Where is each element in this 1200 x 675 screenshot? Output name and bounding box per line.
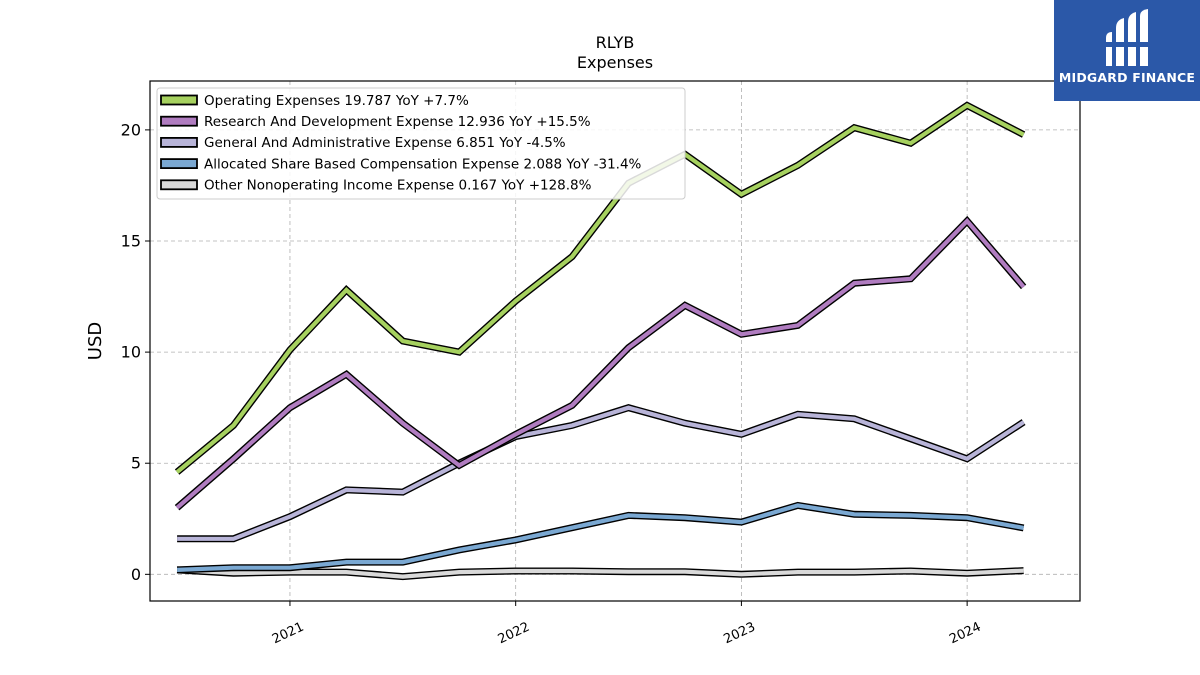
series-allocated-share-based-compensation-expense	[176, 501, 1025, 574]
series-line	[175, 102, 1025, 474]
y-tick-label: 20	[121, 120, 141, 139]
series-research-and-development-expense	[174, 215, 1027, 511]
legend-swatch	[160, 115, 198, 127]
legend-label: Allocated Share Based Compensation Expen…	[204, 156, 642, 172]
legend-swatch	[160, 136, 198, 148]
series-general-and-administrative-expense	[177, 404, 1026, 543]
x-tick-label: 2022	[496, 620, 532, 648]
legend-label: Other Nonoperating Income Expense 0.167 …	[204, 178, 592, 194]
series-line	[176, 567, 1024, 579]
legend: Operating Expenses 19.787 YoY +7.7% Resea…	[156, 87, 686, 200]
legend-box	[156, 87, 686, 200]
x-tick-label: 2024	[947, 620, 983, 648]
y-tick-label: 15	[121, 232, 141, 251]
y-tick-label: 5	[131, 454, 141, 473]
y-axis-label: USD	[85, 322, 106, 360]
series-outline	[174, 215, 1027, 511]
chart-subtitle: Expenses	[577, 53, 653, 72]
series-line	[177, 405, 1025, 541]
legend-swatch	[160, 94, 198, 106]
legend-label: Research And Development Expense 12.936 …	[204, 114, 591, 130]
series-line	[177, 503, 1024, 572]
x-tick-label: 2021	[270, 620, 306, 648]
series-line	[175, 217, 1026, 510]
brand-name: MIDGARD FINANCE	[1058, 70, 1196, 85]
legend-label: Operating Expenses 19.787 YoY +7.7%	[204, 93, 469, 109]
series-operating-expenses	[174, 101, 1026, 475]
legend-swatch	[160, 158, 198, 170]
plot-frame	[149, 80, 1081, 602]
series-lines	[174, 101, 1027, 581]
midgard-logo-icon	[1104, 9, 1150, 66]
y-tick-label: 10	[121, 343, 141, 362]
legend-swatch	[160, 179, 198, 191]
chart-title: RLYB	[596, 33, 635, 52]
series-other-nonoperating-income-expense	[176, 566, 1024, 581]
legend-label: General And Administrative Expense 6.851…	[204, 135, 566, 151]
y-tick-label: 0	[131, 565, 141, 584]
x-tick-label: 2023	[721, 620, 757, 648]
brand-badge: MIDGARD FINANCE	[1054, 0, 1200, 101]
